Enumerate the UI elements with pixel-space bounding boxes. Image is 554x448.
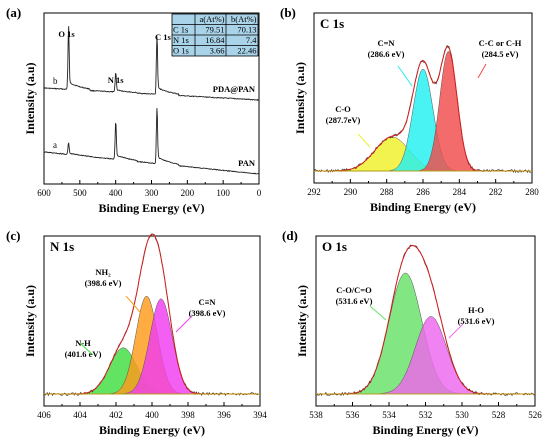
panel-c: 406 404 402 400 398 396 394 Binding Energy (eV)…	[6, 228, 267, 437]
x-tick-label: 530	[455, 410, 469, 420]
x-tick-label: 282	[489, 187, 503, 197]
x-axis-label: Binding Energy (eV)	[370, 200, 476, 214]
x-axis-label: Binding Energy (eV)	[99, 423, 205, 437]
table-cell-text: C 1s	[173, 25, 188, 35]
component-label: C-O	[335, 104, 351, 114]
panel-d: 538 536 534 532 530 528 526 Binding Energy (eV)…	[282, 228, 542, 437]
table-cell-text: b(At%)	[231, 14, 257, 24]
x-tick-label: 400	[145, 410, 159, 420]
x-tick-label: 500	[73, 188, 87, 198]
label-pointer	[448, 323, 464, 339]
component-value: (531.6 eV)	[336, 296, 373, 306]
table-cell-text: O 1s	[173, 46, 189, 56]
panel-label: (d)	[282, 228, 298, 243]
panel-label: (a)	[6, 5, 21, 20]
x-tick-label: 534	[382, 410, 396, 420]
x-tick-label: 538	[309, 410, 323, 420]
component-label: H-O	[468, 305, 484, 315]
x-axis-label: Binding Energy (eV)	[98, 201, 204, 215]
y-axis-label: Intensity (a.u)	[23, 285, 37, 357]
survey-line-b	[43, 26, 260, 101]
label-pointer	[397, 65, 413, 87]
x-tick-label: 100	[216, 188, 230, 198]
component-label: C≡N	[198, 297, 216, 307]
table-cell-text: 22.46	[237, 46, 256, 56]
label-pointer	[79, 342, 94, 356]
x-tick-label: 532	[419, 410, 433, 420]
component-label: N-H	[75, 338, 91, 348]
x-tick-label: 526	[528, 410, 542, 420]
y-axis-label: Intensity (a.u)	[293, 62, 307, 134]
x-tick-label: 284	[453, 187, 467, 197]
component-value: (398.6 eV)	[189, 308, 226, 318]
peak-label: C 1s	[155, 32, 172, 42]
x-tick-label: 406	[37, 410, 51, 420]
x-tick-label: 402	[109, 410, 123, 420]
table-cell-text: 16.84	[205, 35, 225, 45]
x-tick-label: 300	[145, 188, 159, 198]
table-cell-text: 3.66	[210, 46, 225, 56]
peak-label: N 1s	[108, 75, 125, 85]
label-pointer	[125, 295, 141, 313]
x-tick-label: 286	[416, 187, 430, 197]
component-value: (401.6 eV)	[65, 349, 102, 359]
label-pointer	[477, 63, 487, 79]
x-tick-label: 292	[307, 187, 321, 197]
label-pointer	[369, 305, 387, 321]
component-label: C-O/C=O	[336, 285, 372, 295]
series-label: PDA@PAN	[213, 84, 256, 94]
component-value: (531.6 eV)	[458, 316, 495, 326]
panel-label: (c)	[6, 228, 20, 243]
x-tick-label: 290	[344, 187, 358, 197]
x-tick-label: 396	[217, 410, 231, 420]
panel-title: O 1s	[322, 239, 347, 254]
panel-a: 600 500 400 300 200 100 0 Binding Energy (eV) In…	[6, 5, 262, 215]
x-tick-label: 0	[257, 188, 262, 198]
table-cell-text: a(At%)	[199, 14, 224, 24]
x-tick-label: 288	[380, 187, 394, 197]
y-axis-label: Intensity (a.u)	[295, 285, 309, 357]
table-cell	[225, 45, 259, 57]
component-label: C-C or C-H	[479, 38, 522, 48]
y-axis-label: Intensity (a.u)	[23, 62, 37, 134]
component-label: C=N	[377, 38, 395, 48]
component-value: (286.6 eV)	[368, 49, 405, 59]
component-label: NH₂	[95, 267, 111, 277]
panel-label: (b)	[280, 5, 296, 20]
x-axis-label: Binding Energy (eV)	[372, 423, 478, 437]
table-cell-text: 7.4	[246, 35, 257, 45]
table-cell-text: N 1s	[173, 35, 189, 45]
x-tick-label: 536	[346, 410, 360, 420]
x-tick-label: 394	[253, 410, 267, 420]
x-tick-label: 398	[181, 410, 195, 420]
survey-line-a	[43, 108, 260, 175]
series-label: PAN	[238, 158, 256, 168]
x-tick-label: 200	[181, 188, 195, 198]
label-pointer	[175, 315, 193, 333]
component-value: (398.6 eV)	[85, 278, 122, 288]
series-tag: a	[53, 140, 57, 150]
series-tag: b	[53, 76, 58, 86]
x-tick-label: 404	[73, 410, 87, 420]
panel-title: N 1s	[50, 239, 74, 254]
label-pointer	[357, 133, 371, 148]
x-tick-label: 600	[37, 188, 51, 198]
component-value: (284.5 eV)	[482, 49, 519, 59]
x-tick-label: 280	[525, 187, 539, 197]
peak-label: O 1s	[58, 29, 75, 39]
panel-title: C 1s	[320, 16, 344, 31]
panel-b: 292 290 288 286 284 282 280 Binding Energy (eV)…	[280, 5, 539, 214]
component-value: (287.7eV)	[326, 115, 361, 125]
component-peak-h-o	[316, 316, 535, 395]
table-cell-text: 79.51	[205, 25, 224, 35]
table-cell-text: 70.13	[237, 25, 256, 35]
x-tick-label: 528	[492, 410, 506, 420]
x-tick-label: 400	[109, 188, 123, 198]
